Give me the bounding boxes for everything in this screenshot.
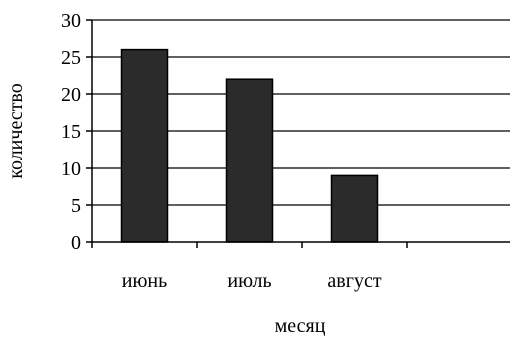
bar-3: [330, 174, 379, 243]
bars: [120, 48, 379, 243]
bar-1: [120, 48, 169, 243]
bar-2: [225, 78, 274, 243]
y-tick-label: 15: [61, 121, 81, 143]
y-tick-label: 25: [61, 47, 81, 69]
x-tick-label: июль: [227, 270, 271, 292]
y-axis-title: количество: [5, 83, 27, 178]
y-tick-label: 5: [71, 195, 81, 217]
y-tick-label: 10: [61, 158, 81, 180]
y-ticks: 0 5 10 15 20 25 30: [61, 10, 92, 254]
y-tick-label: 20: [61, 84, 81, 106]
x-axis-title: месяц: [275, 315, 326, 337]
x-tick-label: июнь: [122, 270, 167, 292]
x-ticks: июнь июль август: [91, 242, 408, 292]
y-tick-label: 0: [71, 232, 81, 254]
y-tick-label: 30: [61, 10, 81, 32]
x-tick-label: август: [327, 270, 381, 292]
